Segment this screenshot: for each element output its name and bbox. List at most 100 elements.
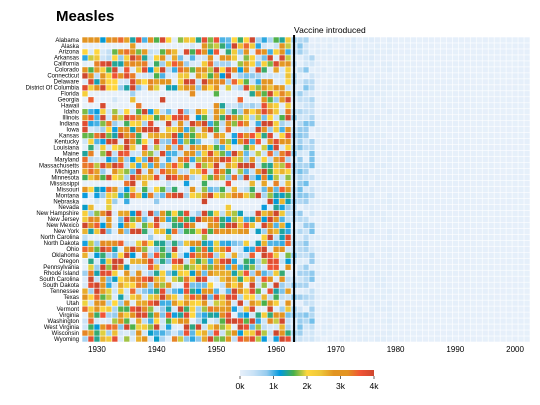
heatmap-cell: [273, 162, 279, 169]
heatmap-cell: [309, 121, 315, 127]
heatmap-cell: [315, 174, 321, 181]
heatmap-cell: [255, 306, 261, 312]
heatmap-cell: [213, 91, 220, 97]
heatmap-cell: [142, 174, 148, 181]
heatmap-cell: [148, 258, 154, 264]
heatmap-cell: [392, 37, 399, 43]
heatmap-cell: [148, 115, 154, 121]
heatmap-cell: [213, 156, 220, 163]
heatmap-cell: [285, 294, 291, 300]
heatmap-cell: [357, 282, 363, 288]
heatmap-cell: [213, 204, 220, 211]
heatmap-cell: [118, 216, 124, 223]
state-label: Texas: [63, 295, 79, 301]
heatmap-cell: [404, 55, 411, 61]
heatmap-cell: [112, 222, 118, 229]
heatmap-cell: [452, 216, 459, 223]
heatmap-cell: [458, 186, 464, 193]
heatmap-cell: [267, 330, 273, 336]
heatmap-cell: [165, 121, 172, 127]
heatmap-cell: [183, 330, 190, 336]
heatmap-cell: [374, 156, 381, 163]
heatmap-cell: [165, 222, 172, 229]
heatmap-cell: [309, 127, 315, 133]
heatmap-cell: [237, 330, 243, 336]
heatmap-cell: [100, 168, 106, 175]
heatmap-cell: [333, 312, 339, 318]
heatmap-cell: [177, 312, 184, 318]
heatmap-cell: [422, 162, 429, 169]
heatmap-cell: [470, 336, 476, 342]
heatmap-cell: [255, 324, 261, 330]
heatmap-cell: [392, 288, 399, 294]
heatmap-cell: [100, 192, 106, 199]
heatmap-cell: [171, 144, 178, 151]
heatmap-cell: [136, 121, 142, 127]
heatmap-cell: [171, 288, 178, 294]
heatmap-cell: [219, 109, 226, 115]
heatmap-cell: [333, 234, 339, 241]
heatmap-cell: [201, 258, 208, 264]
heatmap-cell: [404, 192, 411, 199]
heatmap-cell: [171, 85, 178, 91]
heatmap-cell: [512, 276, 518, 282]
heatmap-cell: [88, 318, 94, 324]
heatmap-cell: [183, 180, 190, 187]
heatmap-cell: [512, 103, 518, 109]
heatmap-cell: [231, 204, 237, 211]
legend-tick-label: 4k: [370, 381, 380, 391]
heatmap-cell: [243, 73, 249, 79]
heatmap-cell: [189, 216, 196, 223]
heatmap-cell: [458, 144, 464, 151]
state-label: Connecticut: [47, 74, 79, 80]
heatmap-cell: [94, 43, 100, 49]
heatmap-cell: [261, 73, 267, 79]
heatmap-cell: [219, 73, 226, 79]
heatmap-cell: [345, 252, 351, 258]
heatmap-cell: [524, 91, 530, 97]
heatmap-cell: [255, 288, 261, 294]
heatmap-cell: [100, 282, 106, 288]
heatmap-cell: [303, 294, 309, 300]
heatmap-cell: [470, 222, 476, 229]
heatmap-cell: [339, 234, 345, 241]
heatmap-cell: [82, 276, 88, 282]
heatmap-cell: [315, 186, 321, 193]
heatmap-cell: [231, 103, 237, 109]
heatmap-cell: [321, 318, 327, 324]
heatmap-cell: [410, 300, 417, 306]
heatmap-cell: [142, 222, 148, 229]
heatmap-cell: [482, 288, 488, 294]
heatmap-cell: [285, 318, 291, 324]
heatmap-cell: [506, 318, 512, 324]
heatmap-cell: [279, 192, 285, 199]
heatmap-cell: [267, 282, 273, 288]
heatmap-cell: [482, 144, 488, 151]
heatmap-cell: [82, 115, 88, 121]
heatmap-cell: [237, 288, 243, 294]
heatmap-cell: [428, 288, 435, 294]
heatmap-cell: [100, 97, 106, 103]
heatmap-cell: [476, 300, 482, 306]
heatmap-cell: [159, 49, 166, 55]
heatmap-cell: [118, 138, 124, 145]
heatmap-cell: [112, 73, 118, 79]
heatmap-cell: [351, 174, 357, 181]
heatmap-cell: [464, 168, 470, 175]
heatmap-cell: [136, 109, 142, 115]
heatmap-cell: [231, 162, 237, 169]
heatmap-cell: [136, 264, 142, 270]
heatmap-cell: [201, 85, 208, 91]
heatmap-cell: [327, 85, 333, 91]
heatmap-cell: [374, 79, 381, 85]
heatmap-cell: [404, 132, 411, 139]
heatmap-cell: [333, 192, 339, 199]
heatmap-cell: [345, 240, 351, 247]
heatmap-cell: [183, 282, 190, 288]
heatmap-cell: [171, 156, 178, 163]
heatmap-cell: [297, 258, 303, 264]
heatmap-cell: [243, 264, 249, 270]
heatmap-cell: [416, 186, 423, 193]
heatmap-cell: [327, 210, 333, 217]
heatmap-cell: [136, 324, 142, 330]
